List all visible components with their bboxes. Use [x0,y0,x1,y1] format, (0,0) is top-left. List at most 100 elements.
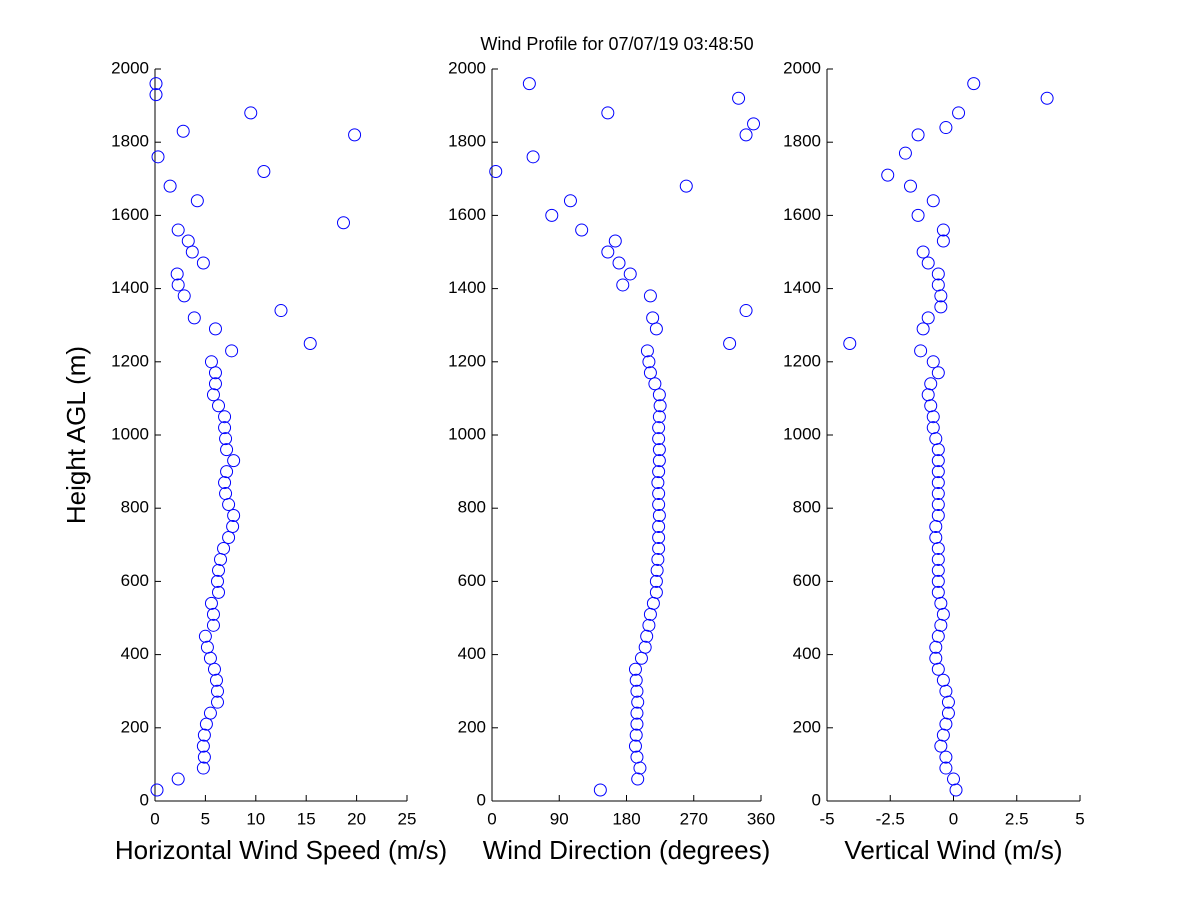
data-point [208,322,222,336]
data-point [924,377,938,391]
data-point [177,289,191,303]
data-point [652,432,666,446]
y-tick-label: 200 [793,717,821,736]
data-point [926,421,940,435]
x-tick-label: 0 [150,809,159,828]
x-axis-label: Horizontal Wind Speed (m/s) [115,835,447,865]
y-tick-label: 600 [458,571,486,590]
data-point [931,498,945,512]
data-point [652,410,666,424]
data-point [163,179,177,193]
x-tick-label: 20 [347,809,366,828]
x-tick-label: -2.5 [876,809,905,828]
y-tick-label: 1000 [783,424,821,443]
data-point [226,520,240,533]
data-point [601,245,615,259]
data-point [931,278,945,292]
data-point [652,421,666,435]
data-point [170,267,184,281]
data-point [274,304,288,318]
y-tick-label: 1000 [111,424,149,443]
data-point [652,388,666,402]
data-point [640,344,654,358]
data-point [203,706,217,720]
y-tick-label: 0 [477,790,486,809]
data-point [623,267,637,281]
data-point [653,399,667,413]
data-point [947,772,960,786]
data-point [903,179,917,193]
data-point [612,256,626,270]
y-tick-label: 0 [140,790,149,809]
data-point [911,208,925,222]
data-point [967,77,981,91]
data-point [939,761,953,775]
data-point [881,168,895,182]
y-tick-label: 2000 [783,58,821,77]
data-point [651,552,665,566]
data-point [652,520,666,533]
data-point [210,695,224,709]
data-point [336,216,350,230]
data-point [616,278,630,292]
data-point [227,509,241,523]
data-point [652,465,666,479]
data-point [608,234,622,248]
data-point [952,106,966,120]
data-point [640,629,654,643]
data-point [171,223,185,237]
x-tick-label: 360 [747,809,775,828]
data-point [652,541,666,555]
data-point [227,454,241,468]
data-point [739,304,753,318]
y-tick-label: 1400 [783,278,821,297]
data-point [593,783,607,797]
data-point [171,772,185,786]
y-tick-label: 1000 [448,424,486,443]
data-point [931,454,945,468]
data-point [916,322,930,336]
data-point [648,377,662,391]
data-point [649,585,663,599]
data-point [630,706,644,720]
data-point [204,596,218,610]
data-point [652,487,666,501]
data-point [149,88,163,102]
data-point [181,234,195,248]
y-tick-label: 1800 [783,132,821,151]
x-axis-label: Vertical Wind (m/s) [844,835,1062,865]
data-point [212,399,226,413]
data-point [628,662,642,676]
x-tick-label: -5 [819,809,834,828]
x-tick-label: 0 [949,809,958,828]
data-point [643,366,657,380]
data-point [219,432,233,446]
data-point [630,750,644,764]
data-point [914,344,928,358]
x-tick-label: 270 [680,809,708,828]
data-point [257,164,271,178]
y-tick-label: 1200 [448,351,486,370]
data-point [190,194,204,208]
data-point [921,311,935,325]
data-point [196,761,210,775]
x-axis-label: Wind Direction (degrees) [483,835,771,865]
chart-title: Wind Profile for 07/07/19 03:48:50 [480,34,753,54]
data-point [642,355,656,369]
x-tick-label: 15 [297,809,316,828]
y-tick-label: 400 [121,644,149,663]
data-point [206,618,220,632]
y-tick-label: 2000 [111,58,149,77]
data-point [206,388,220,402]
data-point [1040,91,1054,105]
y-tick-label: 1400 [448,278,486,297]
y-tick-label: 800 [793,498,821,517]
y-axis-label: Height AGL (m) [61,346,91,524]
data-point [651,476,665,490]
data-point [929,530,943,544]
data-point [931,585,945,599]
data-point [931,487,945,501]
data-point [916,245,930,259]
